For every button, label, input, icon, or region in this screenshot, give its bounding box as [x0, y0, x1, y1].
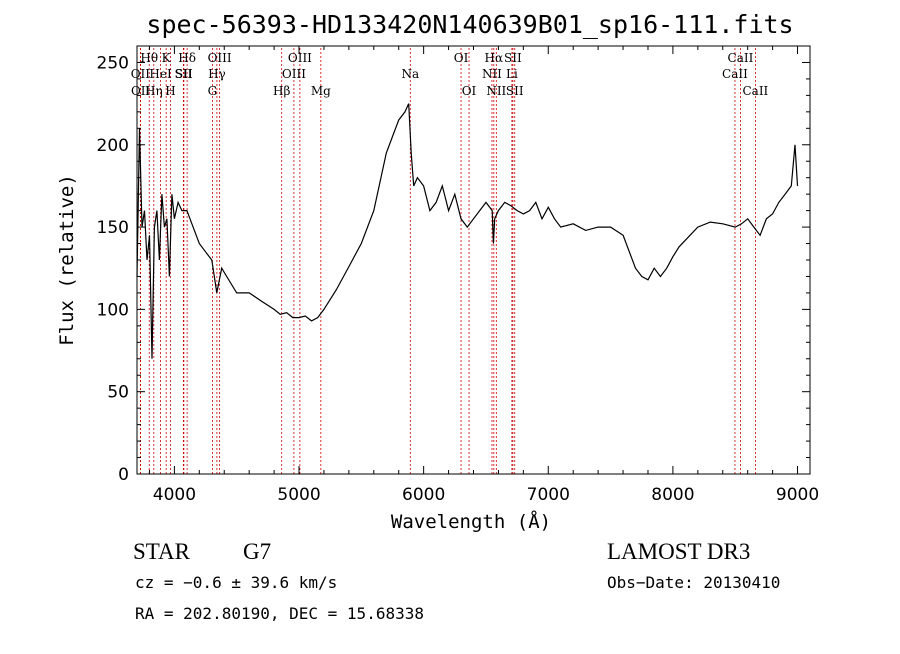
line-marker-label: OIII	[208, 51, 232, 65]
object-class: STAR	[133, 539, 191, 564]
y-tick-label: 100	[97, 300, 129, 320]
line-marker-label: Hβ	[273, 84, 290, 98]
line-marker-label: SII	[175, 67, 193, 81]
line-marker-label: Li	[506, 67, 518, 81]
x-tick-label: 5000	[277, 485, 320, 505]
redshift-info: cz = −0.6 ± 39.6 km/s	[135, 573, 337, 592]
y-axis-ticks: 0 50 100 150 200 250	[97, 45, 810, 485]
y-axis-title: Flux (relative)	[56, 174, 78, 346]
x-tick-label: 4000	[153, 485, 196, 505]
line-marker-label: CaII	[728, 51, 754, 65]
line-marker-label: OIII	[288, 51, 312, 65]
observation-date: Obs−Date: 20130410	[607, 573, 780, 592]
line-marker-label: HeI	[149, 67, 172, 81]
chart-title: spec-56393-HD133420N140639B01_sp16-111.f…	[146, 10, 793, 39]
x-tick-label: 9000	[776, 485, 819, 505]
line-marker-label: Hδ	[178, 51, 196, 65]
line-marker-label: NII	[482, 67, 502, 81]
spectrum-line	[136, 103, 799, 359]
line-marker-label: Hα	[485, 51, 504, 65]
line-marker-label: Hθ	[140, 51, 158, 65]
y-tick-label: 150	[97, 218, 129, 238]
y-tick-label: 200	[97, 136, 129, 156]
object-subclass: G7	[243, 539, 271, 564]
line-marker-label: K	[162, 51, 172, 65]
line-marker-label: OI	[462, 84, 477, 98]
line-marker-label: SII	[506, 84, 524, 98]
y-tick-label: 0	[118, 465, 129, 485]
y-tick-label: 250	[97, 53, 129, 73]
line-marker-label: H	[165, 84, 175, 98]
x-axis-ticks: 4000 5000 6000 7000 8000 9000	[148, 46, 819, 505]
line-marker-label: OI	[454, 51, 469, 65]
line-marker-label: SII	[175, 67, 193, 81]
line-marker-label: CaII	[742, 84, 768, 98]
x-tick-label: 6000	[402, 485, 445, 505]
x-tick-label: 8000	[651, 485, 694, 505]
line-marker-label: Na	[401, 67, 419, 81]
spectral-line-markers	[139, 48, 756, 474]
line-marker-label: Mg	[311, 84, 331, 98]
coordinates: RA = 202.80190, DEC = 15.68338	[135, 604, 424, 623]
x-tick-label: 7000	[527, 485, 570, 505]
x-axis-title: Wavelength (Å)	[391, 510, 551, 533]
line-marker-label: CaII	[722, 67, 748, 81]
line-marker-label: OII	[131, 84, 151, 98]
line-marker-label: OII	[131, 67, 151, 81]
line-marker-label: NII	[486, 84, 506, 98]
line-marker-label: SII	[504, 51, 522, 65]
survey-name: LAMOST DR3	[607, 539, 750, 564]
line-marker-label: G	[208, 84, 218, 98]
line-marker-label: Hη	[145, 84, 163, 98]
line-marker-label: Hγ	[208, 67, 226, 81]
line-marker-label: OIII	[282, 67, 306, 81]
y-tick-label: 50	[107, 383, 129, 403]
plot-frame	[136, 45, 811, 475]
